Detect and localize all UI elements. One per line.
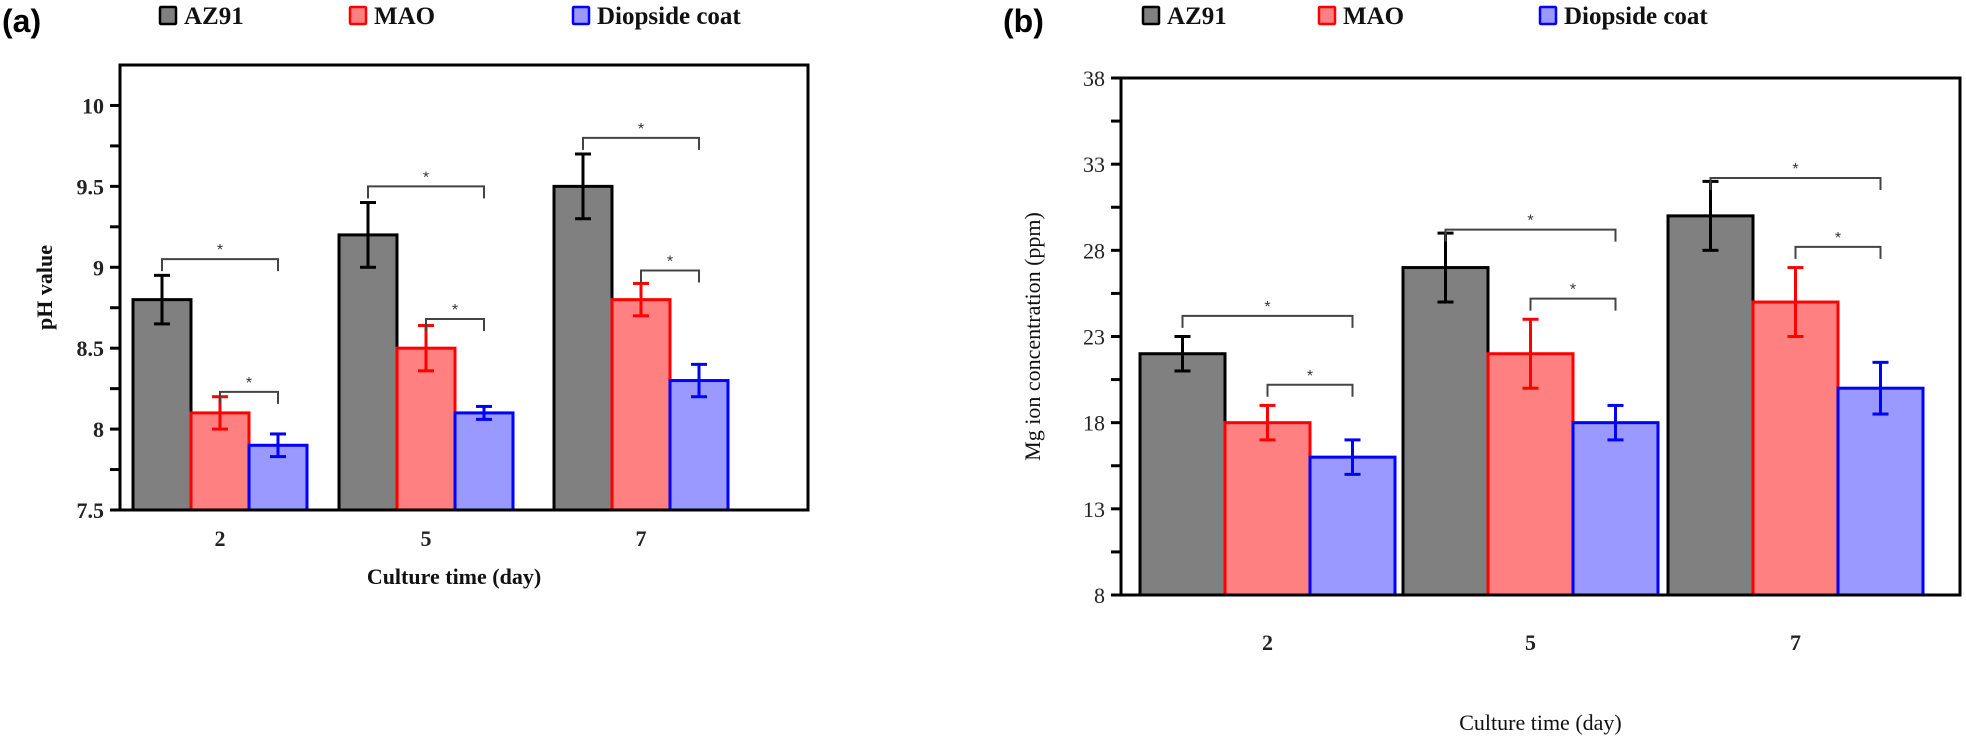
y-tick-label: 8.5 bbox=[77, 336, 105, 361]
y-tick-label: 9 bbox=[93, 255, 104, 280]
x-tick-label: 5 bbox=[1525, 630, 1536, 655]
x-axis-title: Culture time (day) bbox=[367, 564, 541, 589]
y-tick-label: 23 bbox=[1083, 325, 1105, 350]
y-tick-label: 38 bbox=[1083, 66, 1105, 91]
legend-swatch-diopside-coat bbox=[1538, 5, 1558, 26]
y-tick-label: 28 bbox=[1083, 238, 1105, 263]
significance-star: * bbox=[1264, 299, 1270, 316]
significance-star: * bbox=[452, 302, 458, 319]
legend-swatch-mao bbox=[348, 5, 368, 26]
bar bbox=[610, 298, 672, 512]
y-tick-label: 8 bbox=[1094, 583, 1105, 608]
significance-star: * bbox=[1307, 368, 1313, 385]
panel-label-a: (a) bbox=[2, 3, 41, 39]
significance-bracket bbox=[425, 318, 485, 332]
y-tick-label: 10 bbox=[82, 93, 104, 118]
bar bbox=[453, 411, 515, 512]
x-tick-label: 7 bbox=[1790, 630, 1801, 655]
x-tick-label: 5 bbox=[421, 526, 432, 551]
x-tick-label: 2 bbox=[215, 526, 226, 551]
legend-swatch-mao bbox=[1317, 5, 1337, 26]
panel-label-b: (b) bbox=[1003, 3, 1044, 39]
bar bbox=[1571, 421, 1660, 597]
significance-star: * bbox=[638, 121, 644, 138]
y-tick-label: 13 bbox=[1083, 497, 1105, 522]
significance-bracket bbox=[1709, 176, 1882, 190]
significance-bracket bbox=[1529, 297, 1617, 311]
bar bbox=[668, 379, 730, 512]
y-axis-title: pH value bbox=[32, 245, 57, 330]
bar bbox=[552, 184, 614, 512]
legend-label: AZ91 bbox=[184, 3, 244, 30]
bar bbox=[395, 346, 457, 512]
bar bbox=[1401, 266, 1490, 597]
significance-bracket bbox=[1794, 245, 1882, 259]
significance-star: * bbox=[423, 169, 429, 186]
significance-bracket bbox=[582, 136, 700, 150]
significance-star: * bbox=[246, 375, 252, 392]
significance-bracket bbox=[367, 185, 485, 199]
y-tick-label: 33 bbox=[1083, 152, 1105, 177]
significance-star: * bbox=[1792, 161, 1798, 178]
legend-swatch-diopside-coat bbox=[571, 5, 591, 26]
legend-label: AZ91 bbox=[1167, 3, 1227, 30]
chart-panel-b: (b) AZ91 MAO Diopside coat 2 5 7 * * * * * * 8 13 18 23… bbox=[1003, 3, 1962, 735]
y-tick-label: 18 bbox=[1083, 411, 1105, 436]
bar bbox=[131, 298, 193, 512]
significance-star: * bbox=[217, 242, 223, 259]
significance-star: * bbox=[667, 254, 673, 271]
bar bbox=[1836, 386, 1925, 597]
significance-star: * bbox=[1527, 213, 1533, 230]
legend-label: Diopside coat bbox=[597, 3, 741, 30]
significance-star: * bbox=[1835, 230, 1841, 247]
x-tick-label: 2 bbox=[1262, 630, 1273, 655]
y-tick-label: 8 bbox=[93, 417, 104, 442]
bar bbox=[1138, 352, 1227, 597]
y-tick-label: 7.5 bbox=[77, 498, 105, 523]
bar bbox=[1308, 455, 1397, 597]
bar bbox=[337, 233, 399, 512]
x-tick-label: 7 bbox=[636, 526, 647, 551]
bar bbox=[1751, 300, 1840, 597]
legend-label: Diopside coat bbox=[1564, 3, 1708, 30]
legend-swatch-az91 bbox=[158, 5, 178, 26]
significance-bracket bbox=[161, 258, 279, 272]
plot-frame bbox=[118, 63, 810, 512]
y-axis-title: Mg ion concentration (ppm) bbox=[1020, 212, 1045, 461]
bar bbox=[1223, 421, 1312, 597]
significance-bracket bbox=[219, 390, 279, 404]
significance-star: * bbox=[1570, 282, 1576, 299]
significance-bracket bbox=[1181, 314, 1354, 328]
bar bbox=[1486, 352, 1575, 597]
legend-swatch-az91 bbox=[1141, 5, 1161, 26]
legend-label: MAO bbox=[374, 3, 435, 30]
y-tick-label: 9.5 bbox=[77, 174, 105, 199]
significance-bracket bbox=[1444, 228, 1617, 242]
bar bbox=[1666, 214, 1755, 597]
significance-bracket bbox=[640, 269, 700, 283]
legend-label: MAO bbox=[1343, 3, 1404, 30]
significance-bracket bbox=[1266, 383, 1354, 397]
x-axis-title: Culture time (day) bbox=[1459, 710, 1622, 735]
chart-panel-a: (a) AZ91 MAO Diopside coat 2 5 7 * * * * * * 7.5 8 8.5… bbox=[2, 3, 810, 589]
